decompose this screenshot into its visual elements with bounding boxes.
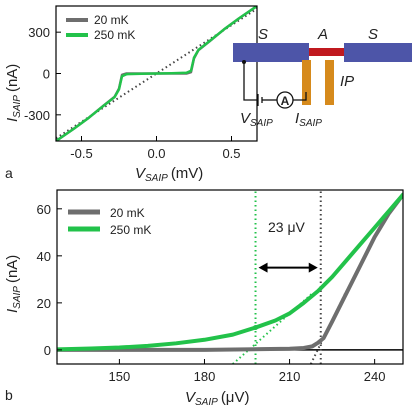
plot-b-content [57,190,403,364]
gap-arrow-head-left [258,262,268,273]
probe-right [325,60,334,105]
schematic-label-a: A [317,26,328,43]
x-tick-label: 210 [279,369,301,384]
circuit-node [242,60,246,64]
panel-b-ylabel: ISAIP(nA) [4,255,23,313]
island [309,48,344,56]
gap-annotation: 23 μV [258,219,318,273]
circuit-wires [243,62,307,106]
right-lead [344,43,412,62]
y-tick-label: 20 [37,296,51,311]
y-tick-label: 300 [28,25,50,40]
x-tick-label: 0.0 [147,146,165,161]
legend-a-250mk-label: 250 mK [94,28,135,42]
y-tick-label: 40 [37,249,51,264]
panel-a-legend: 20 mK 250 mK [66,13,135,42]
circuit-schematic: S A S IP A VSAIP ISAIP [233,26,412,129]
legend-b-250mk-label: 250 mK [110,223,151,237]
schematic-label-i: ISAIP [295,110,322,129]
schematic-label-s-left: S [258,26,268,43]
y-tick-label: -300 [24,108,50,123]
x-tick-label: -0.5 [70,146,92,161]
panel-a-xlabel: VSAIP (mV) [135,165,203,184]
panel-b-legend: 20 mK 250 mK [68,206,151,237]
panel-b-ticks: 150 180 210 240 0 20 40 60 [37,202,386,384]
panel-b-label: b [5,387,13,403]
schematic-label-s-right: S [368,26,378,43]
panel-a-label: a [5,165,13,181]
schematic-label-ip: IP [340,73,354,90]
y-tick-label: 60 [37,202,51,217]
x-tick-label: 0.5 [222,146,240,161]
plot-a-content [56,6,257,141]
left-lead [233,43,309,62]
plot-b [57,190,403,364]
ammeter-icon [276,91,294,109]
y-tick-label: 0 [43,67,50,82]
gap-annotation-label: 23 μV [268,219,306,235]
legend-a-20mk-label: 20 mK [94,13,129,27]
panel-a: -0.5 0.0 0.5 -300 0 300 VSAIP (mV) ISAIP(nA) 2… [4,5,258,184]
tangent-point-marker [253,325,259,331]
schematic-label-v: VSAIP [240,110,273,129]
panel-b-xlabel: VSAIP (μV) [185,389,249,408]
legend-b-20mk-label: 20 mK [110,206,145,220]
panel-a-ylabel: ISAIP(nA) [4,64,23,122]
x-tick-label: 240 [364,369,386,384]
series-20mk-line [57,192,403,352]
y-tick-label: 0 [44,343,51,358]
x-tick-label: 180 [194,369,216,384]
series-250mk-line [57,192,403,352]
gap-arrow-head-right [308,262,318,273]
series-250mk-line [56,6,257,141]
plot-a [56,6,257,141]
panel-b-frame [56,189,404,365]
x-tick-label: 150 [109,369,131,384]
panel-a-ticks: -0.5 0.0 0.5 -300 0 300 [24,25,241,161]
ammeter-symbol: A [281,94,290,108]
probe-left [302,60,311,105]
